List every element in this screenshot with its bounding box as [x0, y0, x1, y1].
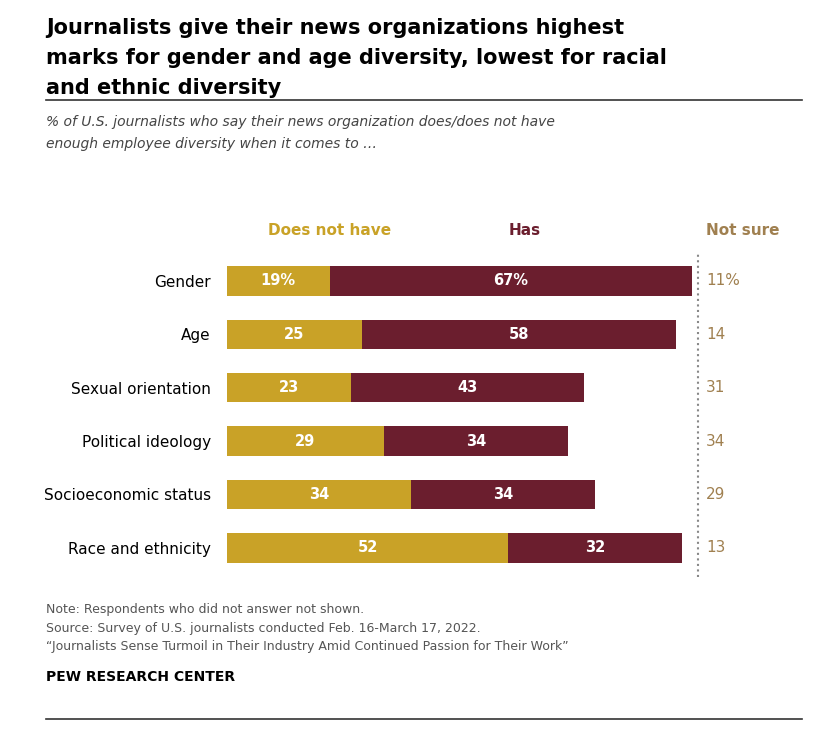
Text: and ethnic diversity: and ethnic diversity	[46, 78, 281, 98]
Text: 29: 29	[295, 434, 315, 448]
Text: 34: 34	[706, 434, 725, 448]
Text: Not sure: Not sure	[706, 223, 780, 238]
Bar	[227, 266, 329, 296]
Text: 43: 43	[458, 380, 478, 395]
Text: 52: 52	[357, 540, 378, 555]
Text: 25: 25	[284, 327, 305, 342]
Bar	[508, 533, 681, 562]
Text: 58: 58	[509, 327, 529, 342]
Text: Journalists give their news organizations highest: Journalists give their news organization…	[46, 18, 624, 38]
Text: enough employee diversity when it comes to …: enough employee diversity when it comes …	[46, 137, 377, 151]
Bar	[227, 373, 351, 403]
Text: 23: 23	[279, 380, 299, 395]
Text: 32: 32	[585, 540, 605, 555]
Text: marks for gender and age diversity, lowest for racial: marks for gender and age diversity, lowe…	[46, 48, 667, 68]
Bar	[329, 266, 692, 296]
Text: 31: 31	[706, 380, 725, 395]
Bar	[227, 480, 411, 509]
Text: “Journalists Sense Turmoil in Their Industry Amid Continued Passion for Their Wo: “Journalists Sense Turmoil in Their Indu…	[46, 640, 569, 653]
Bar	[227, 320, 362, 349]
Text: % of U.S. journalists who say their news organization does/does not have: % of U.S. journalists who say their news…	[46, 115, 555, 129]
Bar	[384, 426, 568, 456]
Text: PEW RESEARCH CENTER: PEW RESEARCH CENTER	[46, 670, 235, 684]
Text: 34: 34	[309, 487, 329, 502]
Bar	[411, 480, 595, 509]
Text: Note: Respondents who did not answer not shown.: Note: Respondents who did not answer not…	[46, 603, 365, 616]
Text: 19%: 19%	[260, 274, 296, 289]
Text: 67%: 67%	[494, 274, 528, 289]
Bar	[351, 373, 584, 403]
Text: 34: 34	[465, 434, 486, 448]
Text: 29: 29	[706, 487, 725, 502]
Bar	[227, 426, 384, 456]
Text: Source: Survey of U.S. journalists conducted Feb. 16-March 17, 2022.: Source: Survey of U.S. journalists condu…	[46, 622, 480, 635]
Text: 13: 13	[706, 540, 725, 555]
Bar	[227, 533, 508, 562]
Text: Has: Has	[508, 223, 541, 238]
Text: 14: 14	[706, 327, 725, 342]
Text: 34: 34	[493, 487, 513, 502]
Text: Does not have: Does not have	[268, 223, 391, 238]
Text: 11%: 11%	[706, 274, 740, 289]
Bar	[362, 320, 676, 349]
